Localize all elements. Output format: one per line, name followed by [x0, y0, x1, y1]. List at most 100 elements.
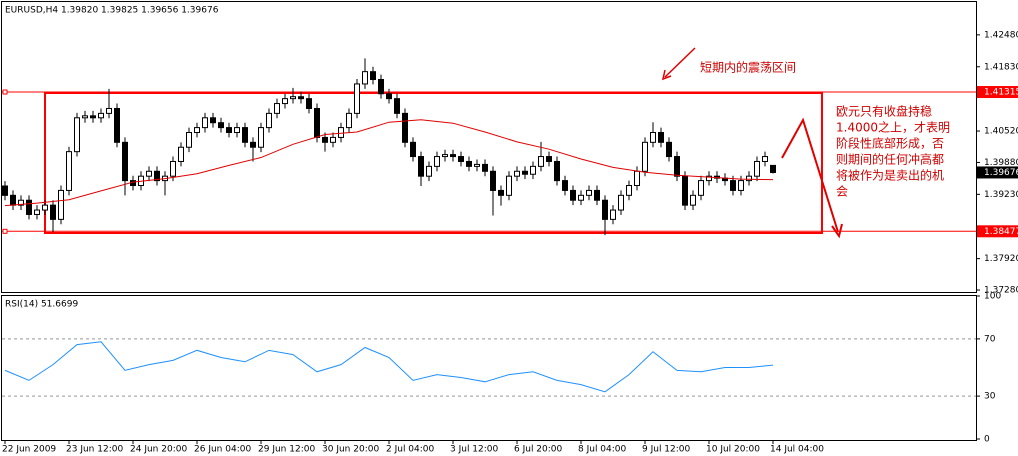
- candle-body: [466, 160, 472, 167]
- arrow: [664, 47, 696, 78]
- candle-body: [586, 189, 592, 196]
- x-tick-label: 9 Jul 12:00: [642, 445, 691, 455]
- candle-body: [66, 151, 72, 191]
- arrow-head: [831, 223, 843, 239]
- y-tick-label: 70: [984, 334, 996, 344]
- candle-body: [202, 117, 208, 129]
- candle-body: [50, 204, 56, 220]
- candle-body: [250, 141, 256, 148]
- candle-body: [82, 115, 88, 119]
- x-tick-label: 3 Jul 12:00: [450, 445, 499, 455]
- x-tick-label: 10 Jul 20:00: [706, 445, 760, 455]
- x-tick-label: 22 Jun 2009: [2, 445, 56, 455]
- candle-body: [146, 170, 152, 177]
- candle-body: [658, 132, 664, 143]
- candle-body: [370, 71, 376, 81]
- candle-body: [266, 112, 272, 129]
- candle-body: [18, 199, 24, 206]
- level-marker: [2, 228, 8, 234]
- candle-body: [234, 127, 240, 134]
- y-tick-label: 0: [984, 435, 990, 445]
- annotation-line: 将被作为是卖出的机: [836, 168, 944, 183]
- candle-body: [610, 209, 616, 220]
- candle-body: [458, 156, 464, 162]
- annotation-line: 欧元只有收盘持稳: [836, 104, 932, 119]
- y-tick-label: 1.37920: [984, 254, 1018, 264]
- candle-body: [170, 160, 176, 177]
- candle-body: [762, 156, 768, 162]
- candle-body: [546, 156, 552, 162]
- chart-title: EURUSD,H4 1.39820 1.39825 1.39656 1.3967…: [5, 6, 219, 16]
- rsi-panel: [1, 295, 977, 441]
- arrow-head: [661, 69, 672, 81]
- y-tick-label: 1.37280: [984, 286, 1018, 296]
- annotation-line: 1.4000之上，才表明: [836, 121, 950, 135]
- candle-body: [122, 141, 128, 182]
- candle-body: [314, 107, 320, 138]
- candle-body: [114, 107, 120, 143]
- candle-body: [626, 185, 632, 196]
- main-panel: [1, 1, 977, 293]
- candle-body: [378, 79, 384, 95]
- y-tick-label: 1.40520: [984, 127, 1018, 137]
- level-box: [977, 225, 1018, 238]
- candle-body: [426, 165, 432, 177]
- candle-body: [514, 170, 520, 177]
- candle-body: [210, 117, 216, 124]
- level-label: 1.38477: [984, 227, 1018, 237]
- candle-body: [706, 175, 712, 182]
- candle-body: [106, 107, 112, 114]
- candle-body: [594, 189, 600, 201]
- candle-body: [98, 112, 104, 119]
- range-box: [44, 92, 823, 234]
- candle-body: [450, 154, 456, 158]
- candle-body: [418, 156, 424, 177]
- annotation-line: 会: [836, 185, 848, 199]
- x-tick-label: 30 Jun 20:00: [322, 445, 379, 455]
- level-marker: [2, 89, 8, 95]
- candle-body: [562, 180, 568, 191]
- candle-body: [362, 71, 368, 85]
- candle-body: [242, 127, 248, 143]
- y-tick-label: 30: [984, 392, 996, 402]
- annotation: 短期内的震荡区间: [700, 60, 796, 75]
- candle-body: [274, 103, 280, 114]
- candle-body: [642, 141, 648, 172]
- x-tick-label: 14 Jul 04:00: [770, 445, 824, 455]
- candle-body: [306, 98, 312, 109]
- y-tick-label: 100: [984, 292, 1001, 302]
- arrow: [781, 117, 839, 233]
- candle-body: [738, 180, 744, 191]
- price-box: [977, 166, 1018, 179]
- candle-body: [666, 141, 672, 158]
- rsi-title: RSI(14) 51.6699: [5, 300, 78, 310]
- candle-body: [346, 112, 352, 129]
- candle-body: [402, 112, 408, 143]
- x-tick-label: 8 Jul 04:00: [578, 445, 627, 455]
- price-label: 1.39676: [984, 168, 1018, 178]
- x-tick-label: 2 Jul 04:00: [386, 445, 435, 455]
- candle-body: [178, 146, 184, 162]
- x-tick-label: 26 Jun 04:00: [194, 445, 251, 455]
- candle-body: [498, 189, 504, 196]
- candle-body: [330, 136, 336, 143]
- candle-body: [730, 180, 736, 191]
- candle-body: [634, 170, 640, 187]
- candle-body: [218, 122, 224, 129]
- candle-body: [282, 98, 288, 105]
- candle-body: [442, 154, 448, 158]
- candle-body: [490, 170, 496, 191]
- candle-body: [322, 136, 328, 143]
- x-tick-label: 29 Jun 12:00: [258, 445, 315, 455]
- candle-body: [522, 170, 528, 175]
- candle-body: [770, 164, 776, 173]
- candle-body: [746, 175, 752, 182]
- candle-body: [226, 127, 232, 134]
- annotation-line: 则期间的任何冲高都: [836, 152, 944, 167]
- candle-body: [698, 180, 704, 196]
- level-box: [977, 86, 1018, 99]
- candle-body: [554, 160, 560, 182]
- candle-body: [530, 165, 536, 175]
